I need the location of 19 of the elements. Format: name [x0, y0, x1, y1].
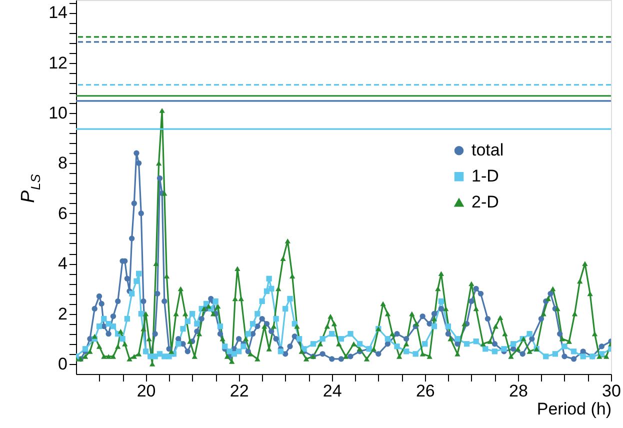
y-tick-label: 10 [48, 103, 68, 122]
x-tick-label: 30 [602, 382, 621, 400]
x-tick-label: 20 [136, 382, 156, 400]
x-tick-label: 26 [416, 382, 435, 400]
y-axis-title: PLS [18, 174, 43, 203]
x-tick-label: 28 [508, 382, 528, 400]
legend-label: 1-D [472, 166, 499, 186]
legend-label: total [472, 140, 504, 160]
y-tick-label: 14 [48, 3, 68, 22]
y-tick-label: 2 [58, 304, 68, 324]
legend-label: 2-D [472, 192, 499, 212]
y-tick-label: 8 [58, 154, 68, 173]
y-tick-label: 4 [58, 254, 68, 274]
y-tick-label: 0 [58, 354, 68, 374]
x-axis-title: Period (h) [536, 400, 612, 418]
y-tick-label: 6 [58, 204, 68, 223]
y-tick-label: 12 [48, 53, 68, 72]
x-tick-label: 24 [322, 382, 342, 400]
x-tick-label: 22 [230, 382, 249, 400]
